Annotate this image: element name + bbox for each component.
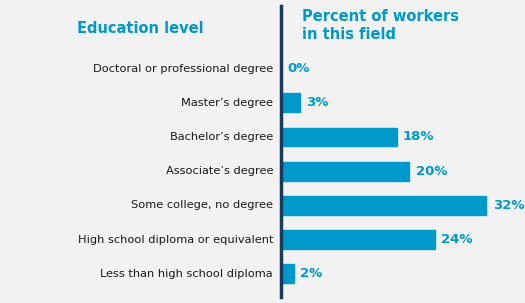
Text: 20%: 20% (416, 165, 447, 178)
Text: 32%: 32% (493, 199, 524, 212)
Text: Doctoral or professional degree: Doctoral or professional degree (93, 64, 273, 74)
Text: Less than high school diploma: Less than high school diploma (100, 269, 273, 279)
Bar (281, 196, 487, 215)
Text: Bachelor’s degree: Bachelor’s degree (170, 132, 273, 142)
Text: 0%: 0% (287, 62, 310, 75)
Text: Associate’s degree: Associate’s degree (165, 166, 273, 176)
Bar (281, 230, 435, 249)
Text: 18%: 18% (403, 131, 434, 144)
Text: 3%: 3% (307, 96, 329, 109)
Text: Education level: Education level (77, 21, 204, 36)
Text: 24%: 24% (442, 233, 473, 246)
Bar (281, 93, 300, 112)
Bar (281, 265, 293, 283)
Bar (281, 128, 396, 146)
Text: 2%: 2% (300, 267, 322, 280)
Text: Some college, no degree: Some college, no degree (131, 200, 273, 210)
Text: High school diploma or equivalent: High school diploma or equivalent (78, 235, 273, 245)
Text: Master’s degree: Master’s degree (181, 98, 273, 108)
Text: Percent of workers
in this field: Percent of workers in this field (302, 9, 459, 42)
Bar (281, 162, 410, 181)
